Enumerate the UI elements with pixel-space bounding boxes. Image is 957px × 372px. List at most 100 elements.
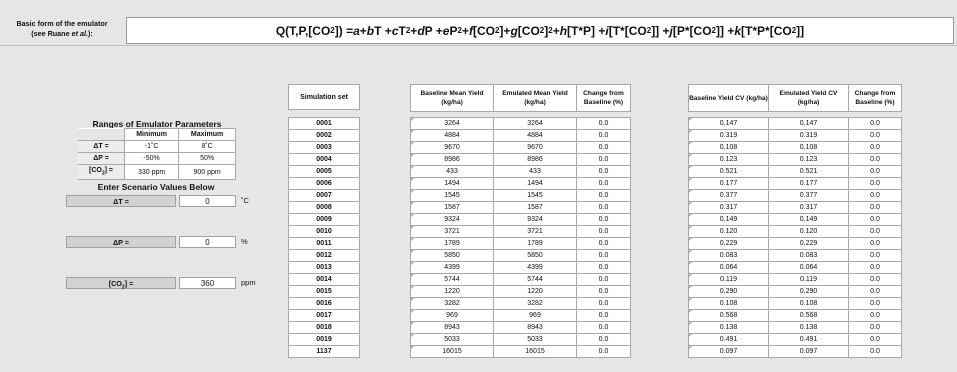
baseline-mean-yield-cell[interactable]: 8943: [410, 321, 494, 334]
yield-change-cell: 0.0: [576, 261, 631, 274]
baseline-mean-yield-cell[interactable]: 1789: [410, 237, 494, 250]
cv-change-cell: 0.0: [848, 249, 902, 262]
table-row: 0.119 0.119 0.0: [688, 273, 902, 286]
cv-change-cell: 0.0: [848, 345, 902, 358]
yield-change-cell: 0.0: [576, 177, 631, 190]
cv-change-cell: 0.0: [848, 321, 902, 334]
emulated-yield-cv-cell: 0.123: [768, 153, 849, 166]
baseline-yield-cv-cell[interactable]: 0.149: [688, 213, 769, 226]
emulated-yield-cv-cell: 0.177: [768, 177, 849, 190]
baseline-yield-cv-cell[interactable]: 0.521: [688, 165, 769, 178]
emulated-mean-yield-cell: 16015: [493, 345, 577, 358]
header-divider: [0, 45, 957, 46]
baseline-mean-yield-cell[interactable]: 1220: [410, 285, 494, 298]
baseline-mean-yield-cell[interactable]: 5033: [410, 333, 494, 346]
table-row: 0015: [288, 285, 360, 298]
baseline-yield-cv-cell[interactable]: 0.119: [688, 273, 769, 286]
table-row: 0011: [288, 237, 360, 250]
baseline-yield-cv-cell[interactable]: 0.568: [688, 309, 769, 322]
yield-change-cell: 0.0: [576, 213, 631, 226]
baseline-yield-cv-cell[interactable]: 0.123: [688, 153, 769, 166]
table-row: 0.568 0.568 0.0: [688, 309, 902, 322]
baseline-yield-cv-cell[interactable]: 0.120: [688, 225, 769, 238]
table-row: 0.177 0.177 0.0: [688, 177, 902, 190]
baseline-mean-yield-cell[interactable]: 3282: [410, 297, 494, 310]
cv-change-cell: 0.0: [848, 117, 902, 130]
cv-change-cell: 0.0: [848, 141, 902, 154]
baseline-yield-cv-cell[interactable]: 0.377: [688, 189, 769, 202]
baseline-mean-yield-cell[interactable]: 5850: [410, 249, 494, 262]
baseline-mean-yield-cell[interactable]: 1587: [410, 201, 494, 214]
table-row: 1789 1789 0.0: [410, 237, 631, 250]
baseline-mean-yield-cell[interactable]: 9670: [410, 141, 494, 154]
baseline-yield-cv-cell[interactable]: 0.138: [688, 321, 769, 334]
range-dt-max: 8˚C: [178, 140, 236, 153]
cv-change-cell: 0.0: [848, 153, 902, 166]
yield-change-cell: 0.0: [576, 249, 631, 262]
table-row: 0.317 0.317 0.0: [688, 201, 902, 214]
baseline-mean-yield-cell[interactable]: 3264: [410, 117, 494, 130]
baseline-mean-yield-cell[interactable]: 3721: [410, 225, 494, 238]
baseline-yield-cv-cell[interactable]: 0.229: [688, 237, 769, 250]
scenario-dt-input[interactable]: 0: [179, 195, 236, 207]
emulated-yield-cv-cell: 0.108: [768, 141, 849, 154]
table-row: 3282 3282 0.0: [410, 297, 631, 310]
table-row: 5850 5850 0.0: [410, 249, 631, 262]
emulated-yield-cv-cell: 0.083: [768, 249, 849, 262]
baseline-yield-cv-cell[interactable]: 0.147: [688, 117, 769, 130]
baseline-yield-cv-cell[interactable]: 0.108: [688, 141, 769, 154]
baseline-yield-cv-cell[interactable]: 0.177: [688, 177, 769, 190]
emulated-mean-yield-cell: 969: [493, 309, 577, 322]
baseline-yield-cv-cell[interactable]: 0.317: [688, 201, 769, 214]
table-row: 9324 9324 0.0: [410, 213, 631, 226]
table-row: 0019: [288, 333, 360, 346]
baseline-mean-yield-cell[interactable]: 969: [410, 309, 494, 322]
baseline-yield-cv-cell[interactable]: 0.108: [688, 297, 769, 310]
baseline-mean-yield-cell[interactable]: 9324: [410, 213, 494, 226]
baseline-yield-cv-cell[interactable]: 0.319: [688, 129, 769, 142]
baseline-yield-cv-cell[interactable]: 0.064: [688, 261, 769, 274]
scenario-dp-input[interactable]: 0: [179, 236, 236, 248]
ranges-col-maximum: Maximum: [178, 128, 236, 141]
simulation-set-cell: 0011: [288, 237, 360, 250]
baseline-mean-yield-cell[interactable]: 4399: [410, 261, 494, 274]
cv-change-cell: 0.0: [848, 261, 902, 274]
scenario-co2-input[interactable]: 360: [179, 277, 236, 289]
baseline-yield-cv-cell[interactable]: 0.491: [688, 333, 769, 346]
baseline-mean-yield-cell[interactable]: 433: [410, 165, 494, 178]
baseline-mean-yield-cell[interactable]: 1545: [410, 189, 494, 202]
simulation-set-cell: 0015: [288, 285, 360, 298]
baseline-mean-yield-cell[interactable]: 5744: [410, 273, 494, 286]
table-row: 0.377 0.377 0.0: [688, 189, 902, 202]
simulation-set-cell: 0010: [288, 225, 360, 238]
scenario-co2-unit: ppm: [241, 278, 256, 287]
emulated-yield-cv-cell: 0.317: [768, 201, 849, 214]
range-co2-max: 900 ppm: [178, 163, 236, 181]
baseline-mean-yield-cell[interactable]: 4884: [410, 129, 494, 142]
baseline-mean-yield-cell[interactable]: 1494: [410, 177, 494, 190]
range-label-dt: ΔT =: [78, 140, 125, 153]
baseline-yield-cv-cell[interactable]: 0.097: [688, 345, 769, 358]
baseline-yield-cv-cell[interactable]: 0.083: [688, 249, 769, 262]
emulated-mean-yield-cell: 1494: [493, 177, 577, 190]
emulated-yield-cv-cell: 0.138: [768, 321, 849, 334]
baseline-mean-yield-cell[interactable]: 8986: [410, 153, 494, 166]
range-label-dp: ΔP =: [78, 152, 125, 165]
emulated-yield-cv-cell: 0.097: [768, 345, 849, 358]
emulated-yield-cv-cell: 0.290: [768, 285, 849, 298]
cv-change-cell: 0.0: [848, 213, 902, 226]
baseline-mean-yield-cell[interactable]: 16015: [410, 345, 494, 358]
yield-change-cell: 0.0: [576, 309, 631, 322]
baseline-yield-cv-cell[interactable]: 0.290: [688, 285, 769, 298]
simulation-set-cell: 0017: [288, 309, 360, 322]
table-row: 0016: [288, 297, 360, 310]
table-row: 3264 3264 0.0: [410, 117, 631, 130]
emulated-mean-yield-cell: 5033: [493, 333, 577, 346]
emulated-mean-yield-cell: 8943: [493, 321, 577, 334]
yield-change-cell: 0.0: [576, 189, 631, 202]
simulation-set-cell: 0013: [288, 261, 360, 274]
emulated-yield-cv-cell: 0.064: [768, 261, 849, 274]
emulated-yield-cv-cell: 0.149: [768, 213, 849, 226]
table-row: 0.064 0.064 0.0: [688, 261, 902, 274]
